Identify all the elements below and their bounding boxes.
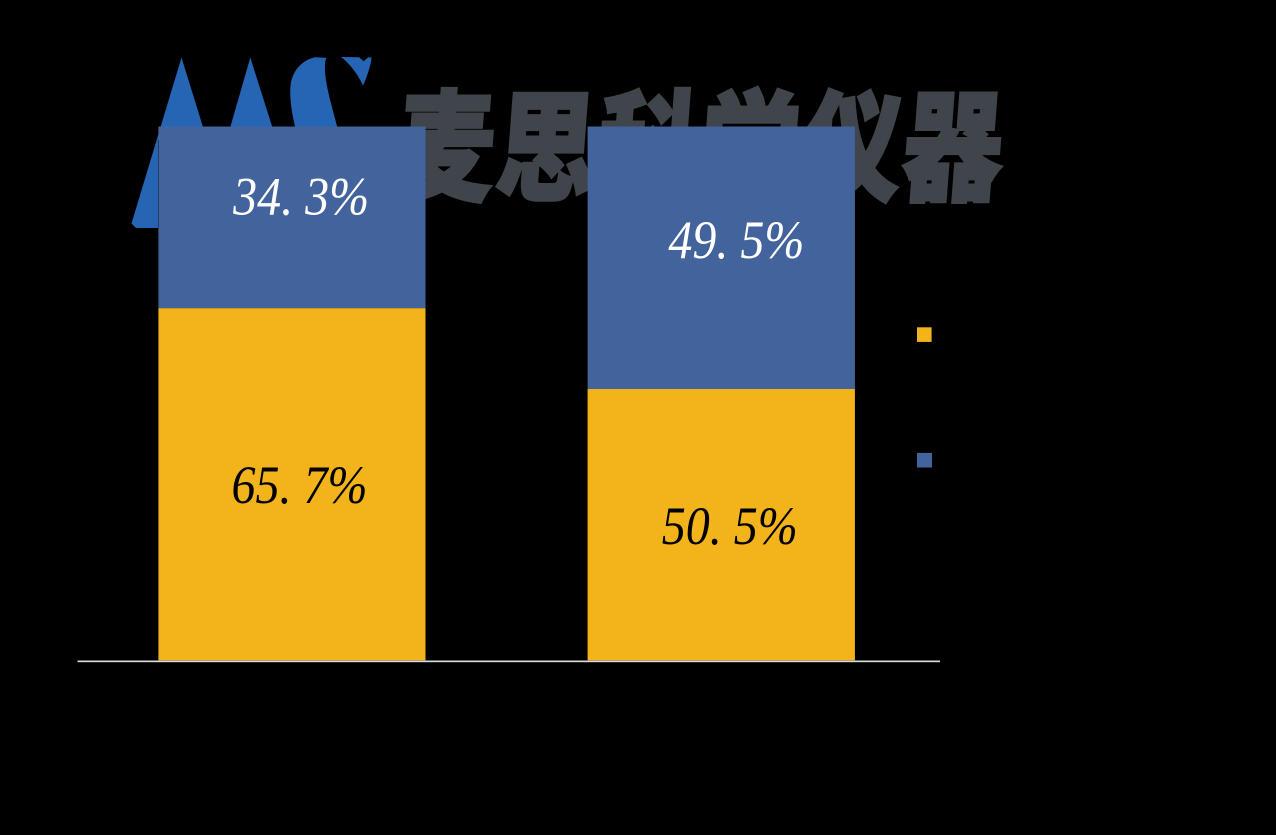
svg-text:50. 5%: 50. 5%: [662, 496, 798, 556]
svg-text:34. 3%: 34. 3%: [232, 167, 369, 227]
svg-text:49. 5%: 49. 5%: [668, 210, 804, 270]
svg-text:65. 7%: 65. 7%: [232, 455, 368, 515]
